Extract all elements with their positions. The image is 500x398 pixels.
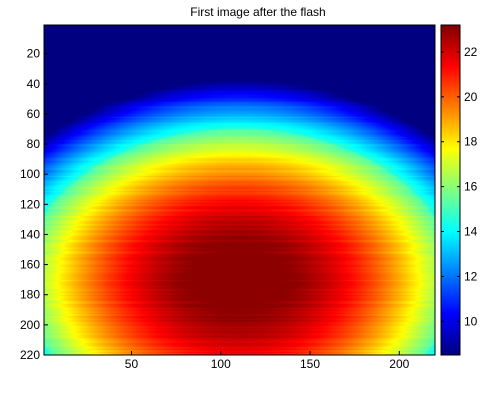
y-tick-label: 140	[20, 227, 40, 241]
colorbar-tick-label: 20	[464, 90, 478, 104]
y-tick-label: 220	[20, 348, 40, 362]
y-tick-label: 80	[27, 137, 41, 151]
y-tick-label: 20	[27, 47, 41, 61]
y-tick-label: 160	[20, 258, 40, 272]
x-axis: 50 100 150 200	[125, 351, 410, 371]
colorbar-tick-label: 18	[464, 135, 478, 149]
x-tick-label: 50	[125, 357, 139, 371]
heatmap-image	[44, 25, 435, 355]
colorbar-tick-label: 22	[464, 45, 478, 59]
y-tick-label: 180	[20, 288, 40, 302]
y-tick-label: 200	[20, 318, 40, 332]
chart-title: First image after the flash	[190, 5, 325, 19]
x-tick-label: 150	[300, 357, 320, 371]
colorbar-tick-label: 10	[464, 314, 478, 328]
colorbar-tick-label: 12	[464, 269, 478, 283]
colorbar-tick-label: 16	[464, 180, 478, 194]
y-axis: 20 40 60 80 100 120 140 160 180 200 220	[20, 47, 48, 362]
y-tick-label: 40	[27, 77, 41, 91]
x-tick-label: 200	[389, 357, 409, 371]
colorbar-tick-label: 14	[464, 225, 478, 239]
y-tick-label: 120	[20, 197, 40, 211]
plot-frame	[43, 24, 436, 356]
y-tick-label: 100	[20, 167, 40, 181]
x-tick-label: 100	[211, 357, 231, 371]
colorbar-axis: 10 12 14 16 18 20 22	[441, 45, 478, 328]
y-tick-label: 60	[27, 107, 41, 121]
colorbar	[440, 24, 461, 356]
